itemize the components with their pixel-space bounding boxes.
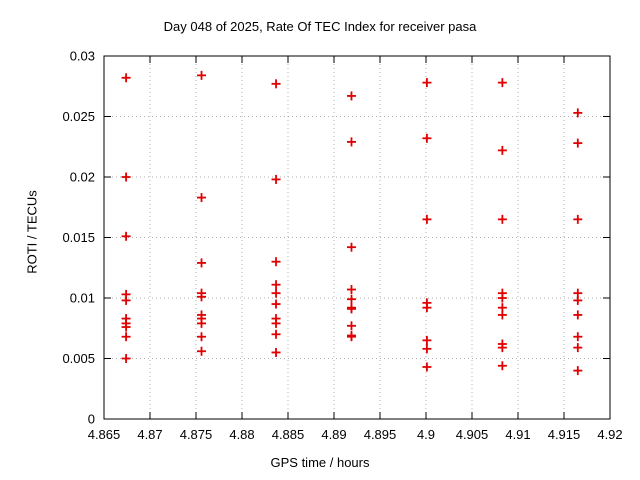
x-tick-label: 4.91 — [505, 427, 530, 442]
x-tick-label: 4.885 — [272, 427, 305, 442]
chart-title: Day 048 of 2025, Rate Of TEC Index for r… — [163, 19, 477, 34]
y-tick-label: 0.005 — [62, 351, 95, 366]
x-tick-label: 4.905 — [456, 427, 489, 442]
x-tick-label: 4.89 — [321, 427, 346, 442]
x-tick-label: 4.915 — [548, 427, 581, 442]
y-tick-label: 0.03 — [70, 49, 95, 64]
y-tick-label: 0 — [88, 412, 95, 427]
y-tick-label: 0.025 — [62, 109, 95, 124]
x-axis-label: GPS time / hours — [270, 455, 370, 470]
x-tick-label: 4.9 — [417, 427, 435, 442]
y-tick-label: 0.01 — [70, 291, 95, 306]
x-tick-label: 4.875 — [180, 427, 213, 442]
y-tick-label: 0.02 — [70, 170, 95, 185]
y-axis-label: ROTI / TECUs — [24, 190, 40, 274]
x-tick-label: 4.895 — [364, 427, 397, 442]
plot-border — [103, 55, 611, 420]
x-tick-label: 4.87 — [137, 427, 162, 442]
y-tick-label: 0.015 — [62, 230, 95, 245]
x-tick-label: 4.865 — [88, 427, 121, 442]
x-tick-label: 4.88 — [229, 427, 254, 442]
x-tick-label: 4.92 — [597, 427, 622, 442]
